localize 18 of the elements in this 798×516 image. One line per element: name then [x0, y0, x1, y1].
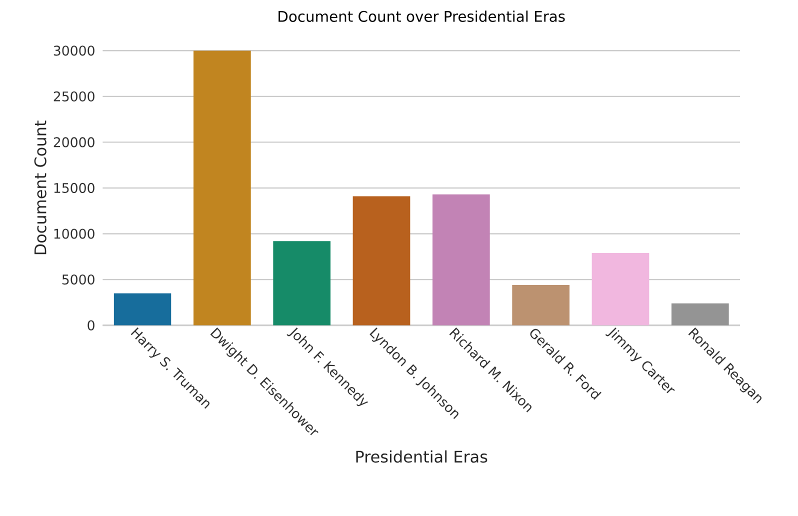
bar	[512, 285, 570, 326]
bar	[352, 196, 410, 326]
bar	[592, 252, 650, 326]
y-tick-label: 5000	[62, 274, 94, 285]
y-tick-label: 20000	[54, 137, 94, 148]
y-tick-label: 15000	[54, 182, 94, 194]
bar	[114, 293, 172, 326]
y-tick-label: 30000	[54, 46, 94, 56]
y-tick-label: 25000	[54, 91, 94, 102]
bar	[273, 241, 331, 326]
bar	[193, 50, 251, 326]
y-tick-label: 10000	[54, 228, 94, 239]
bar	[671, 303, 729, 326]
x-axis-title: Presidential Eras	[356, 450, 488, 463]
bar	[432, 194, 490, 326]
y-tick-label: 0	[88, 320, 94, 330]
chart-title: Document Count over Presidential Eras	[278, 10, 565, 22]
y-axis-title: Document Count	[34, 120, 46, 254]
